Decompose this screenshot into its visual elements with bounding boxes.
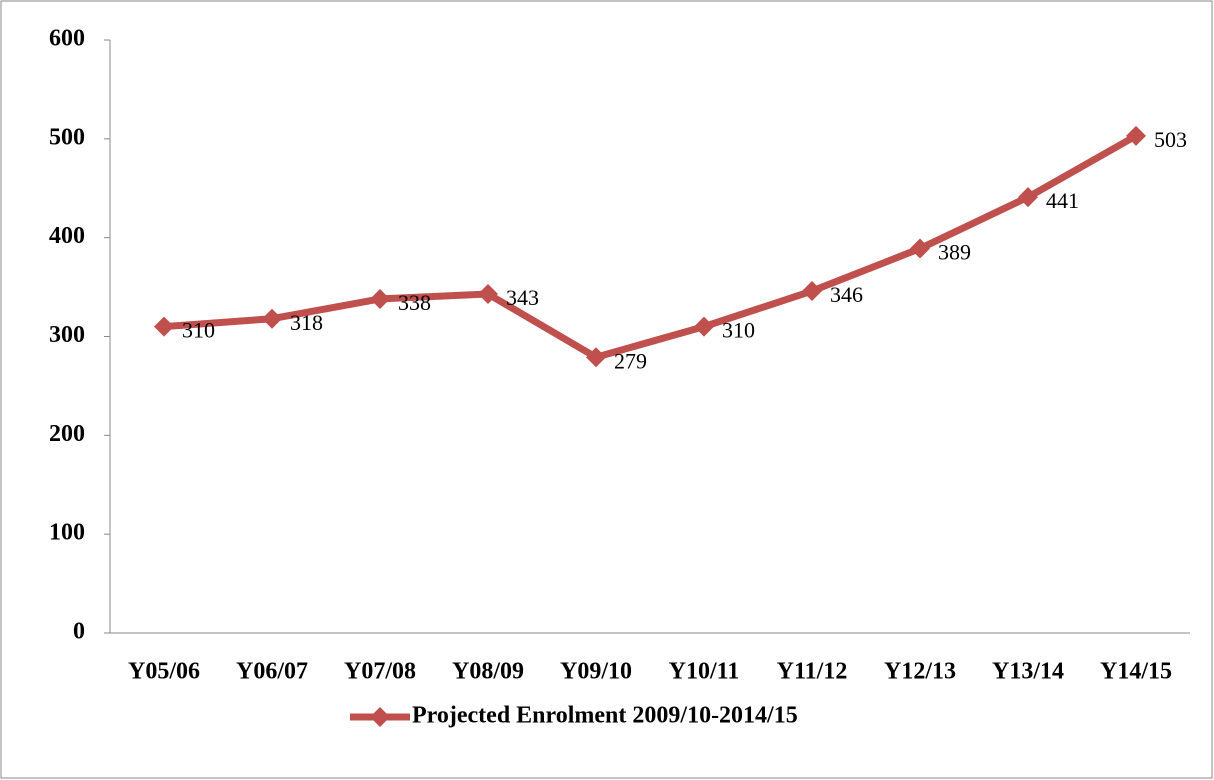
y-tick-label: 400 xyxy=(49,223,85,249)
x-tick-label: Y14/15 xyxy=(1100,659,1172,685)
data-label: 310 xyxy=(722,318,755,343)
x-tick-label: Y12/13 xyxy=(884,659,956,685)
x-tick-label: Y09/10 xyxy=(560,659,632,685)
legend-marker xyxy=(370,707,390,727)
data-label: 503 xyxy=(1154,127,1187,152)
series-line xyxy=(163,132,1138,361)
point-marker xyxy=(694,316,714,337)
point-marker xyxy=(262,308,282,329)
point-marker xyxy=(1126,125,1146,146)
point-marker xyxy=(802,281,822,302)
x-tick-label: Y13/14 xyxy=(992,659,1064,685)
x-tick-label: Y08/09 xyxy=(452,659,524,685)
x-tick-label: Y05/06 xyxy=(128,659,200,685)
point-marker xyxy=(154,316,174,337)
data-label: 441 xyxy=(1046,188,1079,213)
x-tick-label: Y07/08 xyxy=(344,659,416,685)
y-tick-label: 600 xyxy=(49,26,85,52)
y-tick-label: 0 xyxy=(73,619,85,645)
data-label: 318 xyxy=(290,310,323,335)
point-marker xyxy=(910,238,930,259)
data-label: 279 xyxy=(614,348,647,373)
x-tick-label: Y10/11 xyxy=(669,659,740,685)
point-marker xyxy=(1018,187,1038,208)
x-tick-label: Y11/12 xyxy=(777,659,848,685)
y-tick-label: 200 xyxy=(49,421,85,447)
data-label: 346 xyxy=(830,282,863,307)
point-marker xyxy=(586,347,606,368)
data-label: 310 xyxy=(182,318,215,343)
y-tick-label: 500 xyxy=(49,124,85,150)
x-tick-label: Y06/07 xyxy=(236,659,308,685)
legend-label: Projected Enrolment 2009/10-2014/15 xyxy=(412,703,798,729)
point-marker xyxy=(370,288,390,309)
data-label: 389 xyxy=(938,240,971,265)
point-marker xyxy=(478,284,498,305)
data-label: 343 xyxy=(506,285,539,310)
y-tick-label: 300 xyxy=(49,322,85,348)
y-tick-label: 100 xyxy=(49,520,85,546)
data-label: 338 xyxy=(398,290,431,315)
